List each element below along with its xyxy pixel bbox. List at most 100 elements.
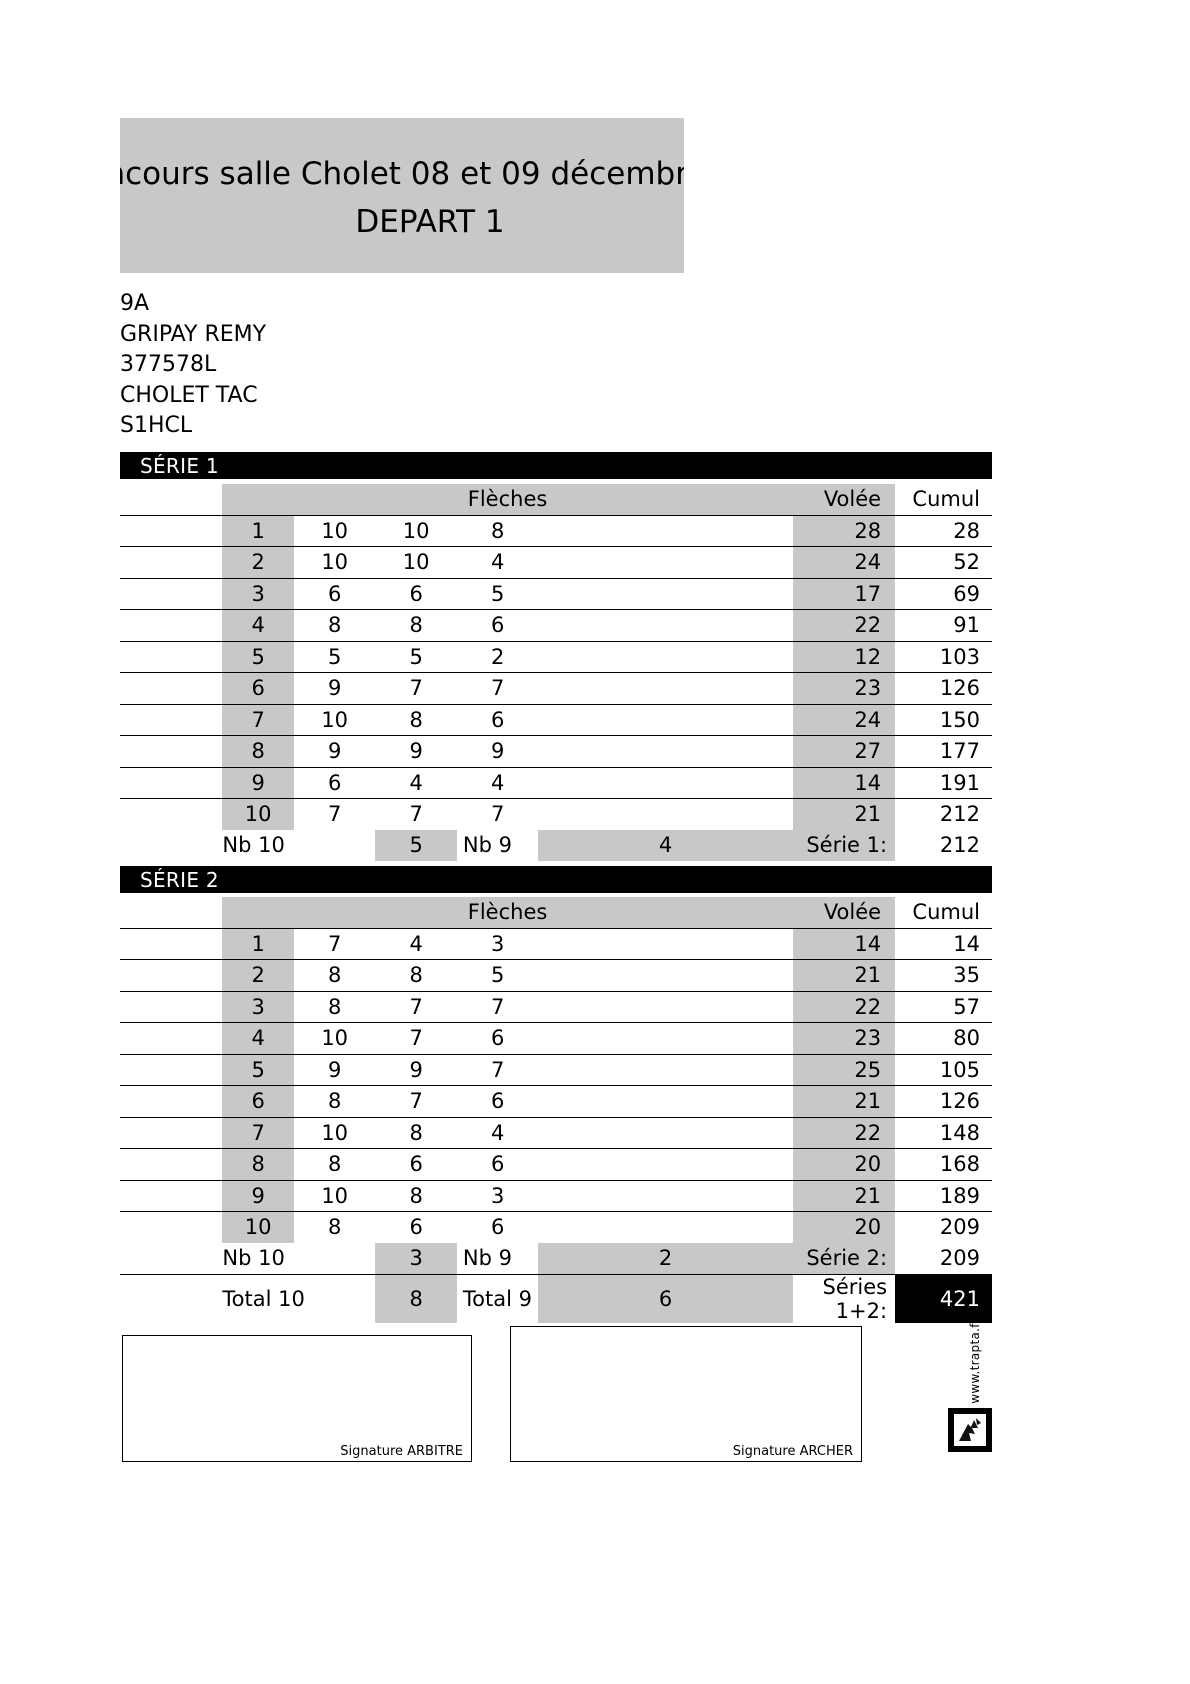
series-1-total-value: 212 bbox=[939, 833, 980, 857]
series-2-summary-row: Nb 10 3 Nb 9 2 Série 2: 209 bbox=[120, 1242, 992, 1274]
row-cumul: 69 bbox=[895, 577, 992, 610]
arrow-3: 9 bbox=[456, 735, 539, 767]
header-volee: Volée bbox=[792, 897, 896, 928]
signature-archer-label: Signature ARCHER bbox=[732, 1444, 853, 1459]
row-index: 6 bbox=[222, 672, 294, 704]
arrow-2: 6 bbox=[375, 1148, 457, 1180]
archer-info-block: 9A GRIPAY REMY 377578L CHOLET TAC S1HCL bbox=[120, 289, 266, 442]
row-volee: 17 bbox=[792, 577, 896, 610]
row-cumul: 28 bbox=[895, 514, 992, 547]
table-row: 3 6 6 5 17 69 bbox=[120, 577, 992, 610]
arrow-1: 9 bbox=[293, 1053, 376, 1086]
row-spacer bbox=[120, 546, 223, 578]
archer-license: 377578L bbox=[120, 352, 217, 377]
row-spacer bbox=[120, 735, 223, 767]
row-filler bbox=[538, 1211, 793, 1243]
archer-club: CHOLET TAC bbox=[120, 382, 258, 408]
title-banner: Concours salle Cholet 08 et 09 décembre … bbox=[120, 118, 684, 273]
row-index: 5 bbox=[222, 640, 294, 673]
row-volee: 12 bbox=[792, 640, 896, 673]
row-index: 7 bbox=[222, 1116, 294, 1149]
arrow-2: 4 bbox=[375, 927, 457, 960]
row-cumul: 126 bbox=[895, 672, 992, 704]
nb9-label: Nb 9 bbox=[462, 833, 512, 857]
arrow-2: 6 bbox=[375, 1211, 457, 1243]
row-index: 7 bbox=[222, 703, 294, 736]
row-volee: 21 bbox=[792, 798, 896, 830]
row-index: 10 bbox=[222, 798, 294, 830]
arrow-2: 6 bbox=[375, 577, 457, 610]
row-cumul: 57 bbox=[895, 990, 992, 1023]
row-cumul: 91 bbox=[895, 609, 992, 641]
row-spacer bbox=[120, 1148, 223, 1180]
row-index: 8 bbox=[222, 1148, 294, 1180]
logo-glyph bbox=[954, 1414, 986, 1446]
row-filler bbox=[538, 703, 793, 736]
row-filler bbox=[538, 1085, 793, 1117]
arrow-1: 6 bbox=[293, 577, 376, 610]
row-filler bbox=[538, 609, 793, 641]
arrow-3: 4 bbox=[456, 546, 539, 578]
table-row: 5 9 9 7 25 105 bbox=[120, 1053, 992, 1086]
arrow-3: 3 bbox=[456, 1179, 539, 1212]
arrow-2: 9 bbox=[375, 735, 457, 767]
row-filler bbox=[538, 735, 793, 767]
arrow-1: 8 bbox=[293, 1211, 376, 1243]
series-2-header-bar: SÉRIE 2 bbox=[120, 866, 992, 893]
table-row: 1 7 4 3 14 14 bbox=[120, 927, 992, 960]
row-cumul: 177 bbox=[895, 735, 992, 767]
arrow-3: 7 bbox=[456, 1053, 539, 1086]
row-volee: 21 bbox=[792, 1085, 896, 1117]
row-volee: 28 bbox=[792, 514, 896, 547]
signature-arbitre-box[interactable]: Signature ARBITRE bbox=[122, 1335, 472, 1462]
signature-arbitre-label: Signature ARBITRE bbox=[340, 1444, 463, 1459]
row-volee: 21 bbox=[792, 959, 896, 991]
arrow-1: 8 bbox=[293, 1148, 376, 1180]
table-row: 6 9 7 7 23 126 bbox=[120, 672, 992, 704]
series-1-header-bar: SÉRIE 1 bbox=[120, 452, 992, 479]
row-spacer bbox=[120, 927, 223, 960]
row-cumul: 148 bbox=[895, 1116, 992, 1149]
row-filler bbox=[538, 798, 793, 830]
series-1-table: Flèches Volée Cumul 1 10 10 8 28 28 2 10… bbox=[120, 484, 992, 861]
arrow-3: 8 bbox=[456, 514, 539, 547]
row-index: 9 bbox=[222, 766, 294, 799]
grand-total-value: 421 bbox=[895, 1273, 992, 1323]
arrow-1: 10 bbox=[293, 1179, 376, 1212]
row-volee: 22 bbox=[792, 1116, 896, 1149]
table-row: 5 5 5 2 12 103 bbox=[120, 640, 992, 673]
header-cumul: Cumul bbox=[912, 900, 980, 925]
row-filler bbox=[538, 514, 793, 547]
row-cumul: 191 bbox=[895, 766, 992, 799]
arrow-2: 4 bbox=[375, 766, 457, 799]
arrow-3: 6 bbox=[456, 1022, 539, 1054]
row-filler bbox=[538, 1148, 793, 1180]
arrow-3: 6 bbox=[456, 609, 539, 641]
nb9-value: 4 bbox=[538, 829, 793, 861]
row-index: 8 bbox=[222, 735, 294, 767]
arrow-1: 9 bbox=[293, 735, 376, 767]
arrow-2: 8 bbox=[375, 1179, 457, 1212]
row-cumul: 150 bbox=[895, 703, 992, 736]
row-spacer bbox=[120, 1053, 223, 1086]
row-spacer bbox=[120, 703, 223, 736]
nb10-value: 5 bbox=[375, 829, 457, 861]
arrow-2: 5 bbox=[375, 640, 457, 673]
arrow-2: 8 bbox=[375, 1116, 457, 1149]
header-spacer bbox=[120, 897, 222, 928]
signature-archer-box[interactable]: Signature ARCHER bbox=[510, 1326, 862, 1462]
row-spacer bbox=[120, 514, 223, 547]
arrow-1: 10 bbox=[293, 1022, 376, 1054]
nb10-label: Nb 10 bbox=[222, 833, 285, 857]
row-filler bbox=[538, 1179, 793, 1212]
row-spacer bbox=[120, 798, 223, 830]
nb10-label: Nb 10 bbox=[222, 1246, 285, 1270]
table-header-row: Flèches Volée Cumul bbox=[120, 484, 992, 515]
row-filler bbox=[538, 577, 793, 610]
row-cumul: 80 bbox=[895, 1022, 992, 1054]
total10-value: 8 bbox=[375, 1273, 457, 1323]
row-spacer bbox=[120, 830, 222, 861]
website-url: www.trapta.fr bbox=[968, 1318, 982, 1404]
header-cumul: Cumul bbox=[912, 487, 980, 512]
series-2-table: Flèches Volée Cumul 1 7 4 3 14 14 2 8 8 … bbox=[120, 897, 992, 1323]
